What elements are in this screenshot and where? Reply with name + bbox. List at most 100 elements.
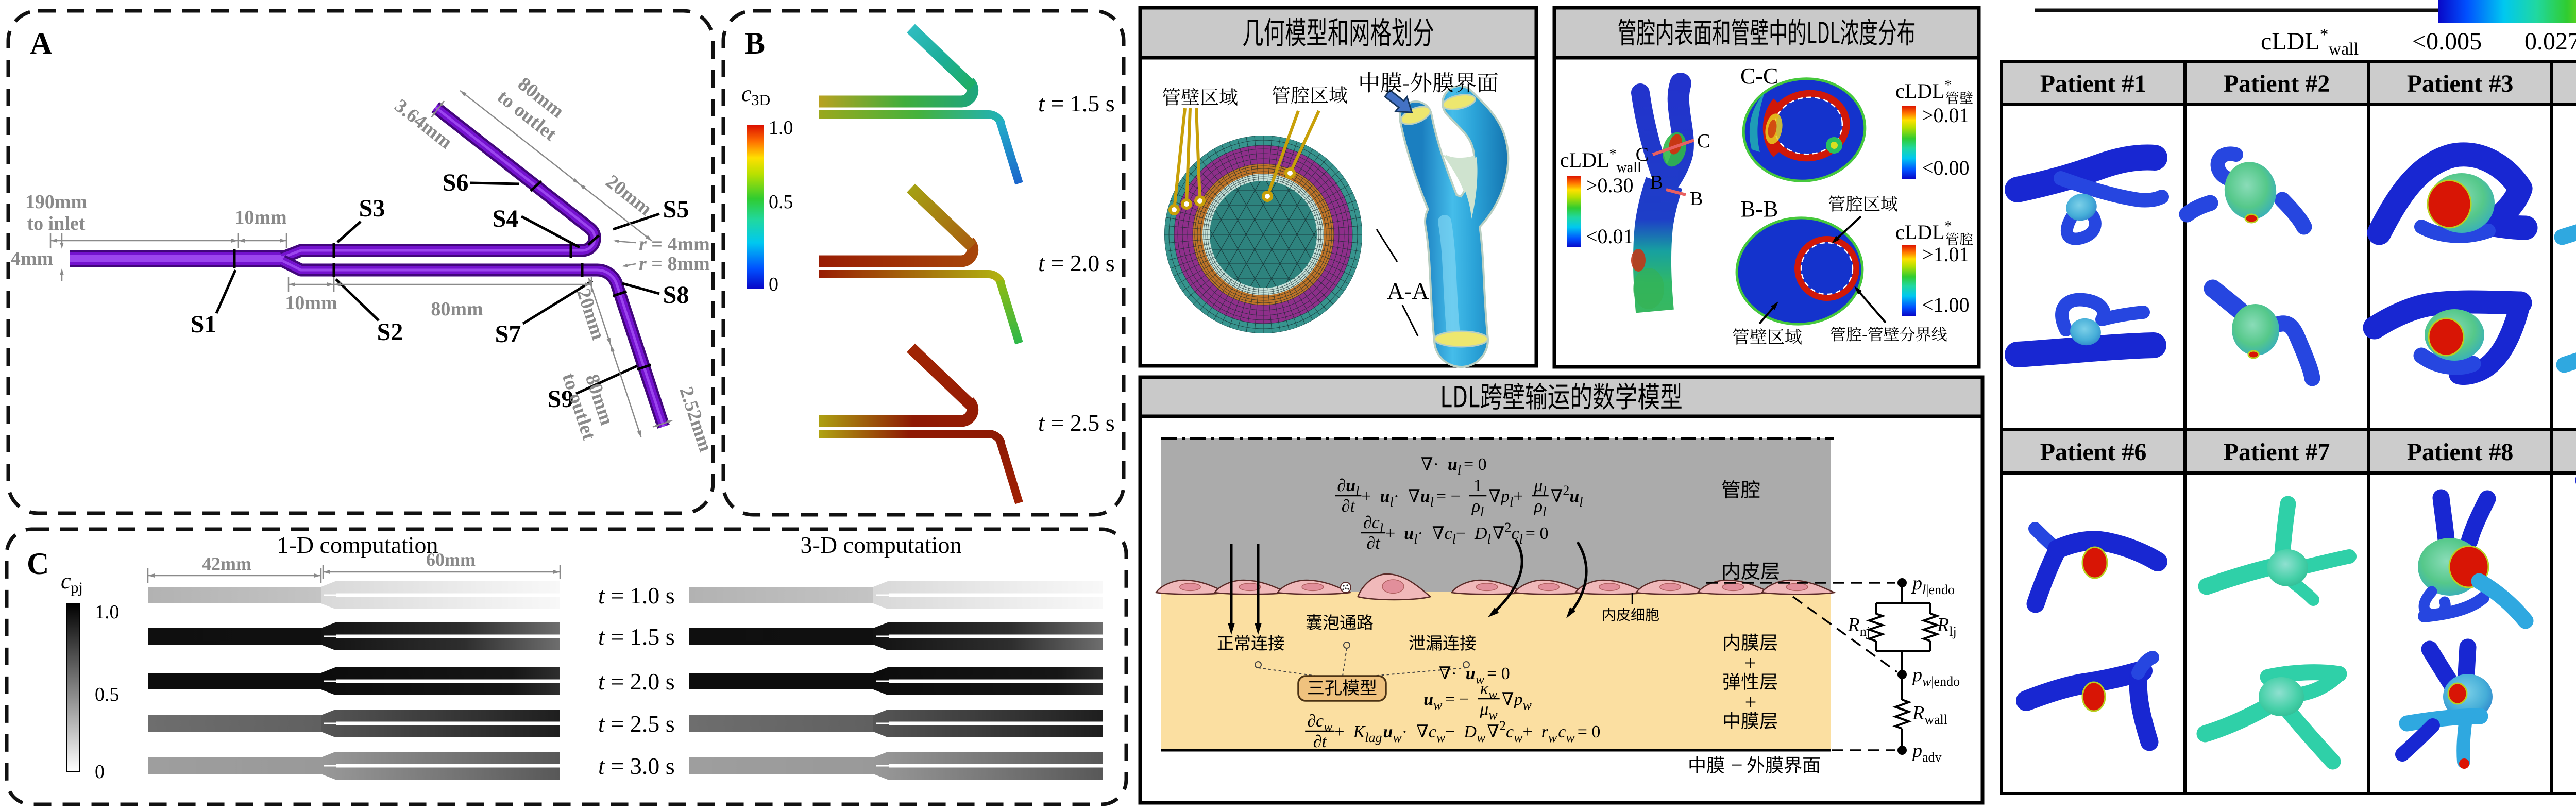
svg-text:3-D computation: 3-D computation (801, 532, 962, 558)
svg-text:c3D: c3D (741, 81, 770, 109)
svg-text:cLDL*wall: cLDL*wall (2261, 25, 2359, 59)
svg-text:l: l (1414, 532, 1417, 547)
svg-text:Patient #3: Patient #3 (2407, 70, 2514, 97)
svg-text:+: + (1744, 651, 1756, 674)
svg-text:l: l (1543, 504, 1546, 519)
svg-text:w: w (1566, 730, 1575, 745)
svg-text:w: w (1476, 672, 1485, 687)
svg-text:μ: μ (1533, 476, 1543, 495)
svg-text:Rlj: Rlj (1937, 614, 1957, 639)
svg-text:t: t (1322, 732, 1328, 751)
svg-text:1-D computation: 1-D computation (277, 532, 438, 558)
svg-text:l: l (1458, 463, 1461, 478)
svg-text:t: t (1375, 534, 1381, 553)
svg-text:C: C (1697, 130, 1710, 152)
svg-text:c: c (1316, 712, 1324, 731)
svg-text:l: l (1519, 532, 1523, 547)
svg-text:2: 2 (1505, 520, 1512, 535)
svg-text:D: D (1463, 722, 1477, 741)
svg-text:Patient #8: Patient #8 (2407, 438, 2514, 466)
svg-text:D: D (1474, 524, 1487, 543)
svg-text:= 0: = 0 (1487, 664, 1510, 683)
svg-text:0.5: 0.5 (95, 684, 120, 705)
svg-text:<0.01: <0.01 (1586, 225, 1634, 248)
svg-text:0: 0 (95, 761, 105, 783)
svg-text:S1: S1 (191, 311, 217, 338)
svg-text:u: u (1448, 455, 1458, 474)
svg-text:−: − (1456, 524, 1466, 543)
svg-text:190mm: 190mm (25, 191, 87, 213)
svg-text:= 0: = 0 (1464, 455, 1487, 474)
svg-text:Patient #1: Patient #1 (2040, 70, 2147, 97)
svg-text:1.0: 1.0 (95, 601, 120, 623)
svg-text:u: u (1420, 487, 1430, 506)
svg-text:−: − (1445, 722, 1455, 741)
svg-text:r: r (1541, 722, 1549, 741)
svg-text:Patient #2: Patient #2 (2224, 70, 2330, 97)
svg-text:∂: ∂ (1342, 497, 1350, 516)
svg-text:c: c (1506, 722, 1514, 741)
svg-text:= 0: = 0 (1578, 722, 1601, 741)
svg-text:S8: S8 (663, 281, 689, 309)
svg-text:0.0275: 0.0275 (2524, 28, 2576, 55)
svg-text:l: l (1487, 532, 1491, 547)
svg-text:10mm: 10mm (285, 292, 337, 314)
svg-text:Rwall: Rwall (1912, 702, 1947, 727)
svg-text:>1.01: >1.01 (1922, 243, 1970, 266)
svg-text:0: 0 (769, 274, 778, 295)
svg-text:0.5: 0.5 (769, 191, 793, 213)
svg-text:u: u (1404, 524, 1414, 543)
svg-text:κ: κ (1480, 679, 1489, 698)
svg-text:p: p (1513, 690, 1523, 709)
svg-text:c: c (1445, 524, 1452, 543)
svg-text:Patient #6: Patient #6 (2040, 438, 2147, 466)
svg-text:u: u (1423, 690, 1433, 709)
svg-text:w: w (1514, 730, 1523, 745)
svg-text:∂: ∂ (1313, 732, 1322, 751)
svg-text:+: + (1745, 690, 1757, 714)
svg-text:= 0: = 0 (1526, 524, 1549, 543)
svg-text:·: · (1417, 524, 1423, 543)
svg-text:+: + (1334, 722, 1344, 741)
svg-text:u: u (1569, 487, 1579, 506)
svg-text:+: + (1361, 487, 1371, 506)
svg-text:t = 2.0 s: t = 2.0 s (598, 668, 675, 695)
svg-text:+: + (1513, 487, 1523, 506)
svg-text:ρ: ρ (1471, 497, 1480, 516)
svg-text:w: w (1393, 730, 1402, 745)
svg-text:80mm: 80mm (431, 298, 483, 320)
svg-text:w: w (1523, 698, 1532, 713)
svg-text:t = 3.0 s: t = 3.0 s (598, 753, 675, 779)
svg-text:60mm: 60mm (426, 549, 476, 570)
svg-text:l: l (1510, 495, 1513, 510)
svg-text:<0.00: <0.00 (1922, 156, 1970, 179)
svg-text:l: l (1390, 495, 1394, 510)
svg-text:−: − (1731, 753, 1743, 777)
svg-text:u: u (1383, 722, 1393, 741)
svg-text:10mm: 10mm (234, 207, 286, 228)
svg-text:l: l (1430, 495, 1434, 510)
svg-text:∂: ∂ (1337, 476, 1346, 495)
svg-text:l: l (1480, 504, 1484, 519)
svg-text:Rnj: Rnj (1848, 614, 1870, 639)
svg-text:K: K (1353, 722, 1366, 741)
svg-text:pw|endo: pw|endo (1911, 664, 1960, 689)
svg-text:S4: S4 (493, 205, 519, 232)
svg-text:l: l (1380, 521, 1383, 536)
svg-text:S7: S7 (495, 320, 521, 348)
svg-text:S3: S3 (359, 195, 385, 222)
svg-text:w: w (1324, 719, 1333, 734)
svg-text:S5: S5 (663, 196, 689, 223)
svg-text:l: l (1452, 532, 1456, 547)
svg-text:c: c (1429, 722, 1436, 741)
svg-text:w: w (1477, 730, 1486, 745)
svg-text:<1.00: <1.00 (1922, 293, 1970, 316)
svg-text:ρ: ρ (1534, 497, 1543, 516)
svg-text:p: p (1500, 487, 1510, 506)
svg-text:t = 2.0 s: t = 2.0 s (1038, 250, 1115, 276)
svg-text:w: w (1488, 707, 1498, 722)
svg-text:C: C (27, 547, 49, 581)
svg-text:∂: ∂ (1363, 513, 1372, 532)
svg-text:42mm: 42mm (202, 553, 251, 574)
svg-text:w: w (1548, 730, 1557, 745)
